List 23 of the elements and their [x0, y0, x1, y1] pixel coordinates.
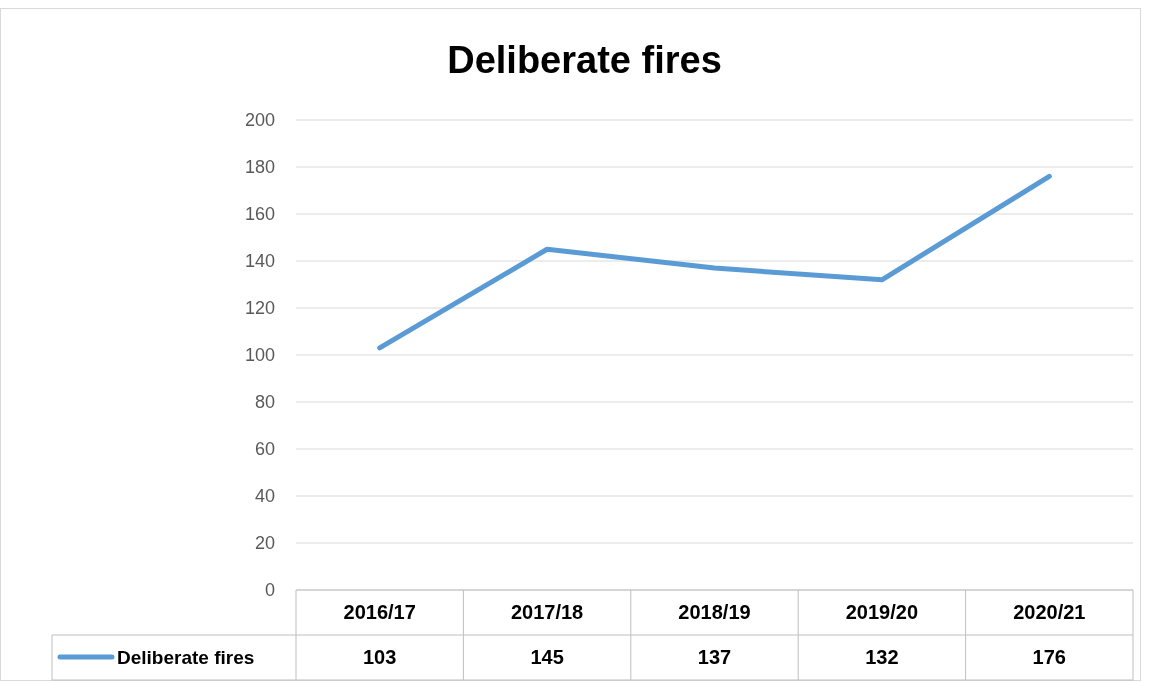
x-tick-label: 2020/21 [1013, 601, 1086, 623]
y-tick-label: 140 [244, 251, 275, 271]
y-tick-label: 80 [254, 392, 275, 412]
y-tick-label: 180 [244, 157, 275, 177]
y-tick-label: 100 [244, 345, 275, 365]
y-tick-label: 40 [254, 486, 275, 506]
y-tick-label: 120 [244, 298, 275, 318]
x-tick-label: 2017/18 [510, 601, 584, 623]
data-label: 103 [363, 646, 397, 668]
legend-label: Deliberate fires [117, 647, 255, 668]
data-label: 145 [530, 646, 564, 668]
x-tick-label: 2019/20 [845, 601, 919, 623]
y-tick-label: 60 [254, 439, 275, 459]
data-label: 132 [865, 646, 899, 668]
chart-title: Deliberate fires [447, 39, 722, 81]
data-label: 176 [1032, 646, 1066, 668]
y-tick-label: 200 [244, 110, 275, 130]
data-label: 137 [697, 646, 732, 668]
x-tick-label: 2016/17 [343, 601, 416, 623]
y-tick-label: 0 [264, 580, 275, 600]
y-tick-label: 160 [244, 204, 275, 224]
y-tick-label: 20 [254, 533, 275, 553]
x-tick-label: 2018/19 [678, 601, 751, 623]
